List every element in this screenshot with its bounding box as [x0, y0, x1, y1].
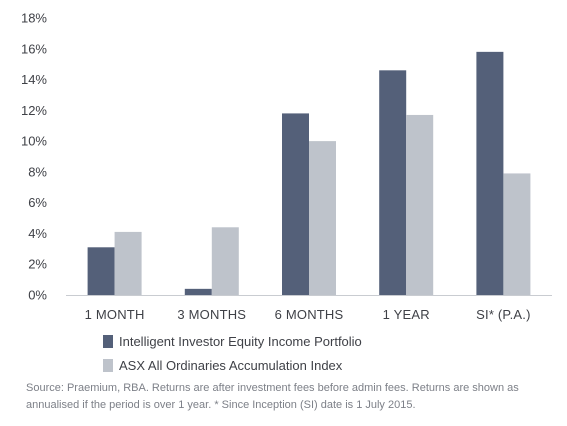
bar-index: [114, 231, 142, 295]
bar-portfolio: [282, 113, 309, 296]
y-tick-label: 6%: [28, 195, 47, 210]
legend-label-portfolio: Intelligent Investor Equity Income Portf…: [119, 333, 362, 349]
bar-index: [406, 114, 434, 295]
x-tick-label: 1 MONTH: [85, 307, 145, 322]
bar-chart: 0% 2% 4% 6% 8% 10% 12% 14% 16% 18% 1 MONTH 3 MONTH…: [21, 11, 552, 322]
bar-portfolio: [184, 288, 212, 295]
y-tick-label: 8%: [28, 164, 47, 179]
x-tick-label: 3 MONTHS: [177, 307, 246, 322]
y-tick-label: 10%: [21, 134, 47, 149]
bar-index: [503, 173, 531, 295]
y-tick-label: 12%: [21, 103, 47, 118]
bar-index: [309, 141, 336, 295]
bar-index: [211, 227, 239, 295]
legend-item-index: ASX All Ordinaries Accumulation Index: [103, 354, 543, 376]
y-axis: 0% 2% 4% 6% 8% 10% 12% 14% 16% 18%: [21, 11, 47, 303]
y-tick-label: 0%: [28, 288, 47, 303]
legend-label-index: ASX All Ordinaries Accumulation Index: [119, 357, 343, 373]
legend-swatch-portfolio: [103, 334, 113, 348]
x-tick-label: 1 YEAR: [383, 307, 430, 322]
x-tick-label: 6 MONTHS: [275, 307, 344, 322]
y-tick-label: 4%: [28, 226, 47, 241]
y-tick-label: 14%: [21, 72, 47, 87]
source-note: Source: Praemium, RBA. Returns are after…: [26, 382, 519, 411]
y-tick-label: 16%: [21, 41, 47, 56]
y-tick-label: 2%: [28, 257, 47, 272]
bar-portfolio: [379, 70, 407, 295]
legend-swatch-index: [103, 358, 113, 372]
x-axis-labels: 1 MONTH 3 MONTHS 6 MONTHS 1 YEAR SI* (P.A.): [85, 307, 531, 322]
x-tick-label: SI* (P.A.): [476, 307, 531, 322]
y-tick-label: 18%: [21, 11, 47, 26]
bar-portfolio: [87, 247, 115, 295]
legend-item-portfolio: Intelligent Investor Equity Income Portf…: [103, 330, 543, 352]
legend: Intelligent Investor Equity Income Portf…: [103, 330, 543, 378]
bars-group: [87, 51, 531, 296]
bar-portfolio: [476, 51, 504, 295]
